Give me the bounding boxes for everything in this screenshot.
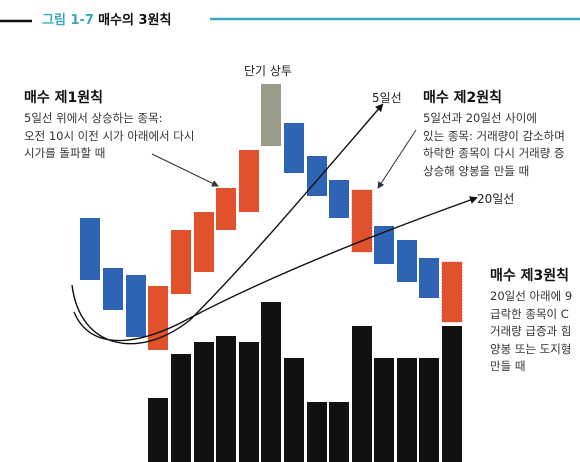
volume-bar-6 bbox=[261, 302, 281, 462]
volume-bars bbox=[148, 302, 462, 462]
volume-bar-7 bbox=[284, 358, 304, 462]
rule3-desc: 20일선 아래에 9 급락한 종목이 C 거래량 급증과 힘 양봉 또는 도지형… bbox=[490, 288, 580, 376]
rule1-line-2: 오전 10시 이전 시가 아래에서 다시 bbox=[24, 128, 195, 143]
figure-caption: 그림 1-7 매수의 3원칙 bbox=[42, 9, 171, 28]
rule1-line-3: 시가를 돌파할 때 bbox=[24, 146, 106, 160]
candle-13 bbox=[351, 189, 373, 253]
volume-bar-1 bbox=[148, 398, 168, 462]
rule1-line-1: 5일선 위에서 상승하는 종목: bbox=[24, 111, 163, 125]
figure-number: 그림 1-7 bbox=[42, 13, 94, 28]
rule2-line-2: 있는 종목: 거래량이 감소하며 bbox=[423, 128, 565, 143]
rule3-title: 매수 제3원칙 bbox=[490, 268, 570, 284]
volume-bar-13 bbox=[419, 358, 439, 462]
rule3-line-4: 양봉 또는 도지형 bbox=[490, 341, 572, 356]
figure-title: 매수의 3원칙 bbox=[98, 13, 172, 28]
rule1-block: 매수 제1원칙 5일선 위에서 상승하는 종목: 오전 10시 이전 시가 아래… bbox=[24, 87, 194, 163]
label-ma5: 5일선 bbox=[372, 91, 402, 105]
candle-5 bbox=[171, 230, 191, 294]
rule2-pointer bbox=[377, 129, 417, 189]
rule1-desc: 5일선 위에서 상승하는 종목: 오전 10시 이전 시가 아래에서 다시 시가… bbox=[24, 110, 194, 163]
volume-bar-5 bbox=[239, 342, 259, 462]
candle-2 bbox=[103, 268, 123, 310]
volume-bar-14 bbox=[442, 326, 462, 462]
label-ma20: 20일선 bbox=[477, 192, 515, 206]
volume-bar-3 bbox=[194, 342, 214, 462]
candle-14 bbox=[374, 226, 394, 264]
volume-bar-12 bbox=[397, 358, 417, 462]
candle-15 bbox=[397, 240, 417, 282]
candle-9 bbox=[261, 84, 281, 146]
candle-16 bbox=[419, 258, 439, 298]
volume-bar-4 bbox=[216, 336, 236, 462]
candle-11 bbox=[307, 156, 327, 196]
rule2-block: 매수 제2원칙 5일선과 20일선 사이에 있는 종목: 거래량이 감소하며 하… bbox=[423, 87, 580, 180]
volume-bar-9 bbox=[329, 402, 349, 462]
candle-3 bbox=[126, 275, 146, 337]
volume-bar-10 bbox=[352, 326, 372, 462]
ma20-line bbox=[73, 196, 478, 342]
rule3-line-1: 20일선 아래에 9 bbox=[490, 289, 573, 303]
candle-8 bbox=[239, 150, 259, 212]
candle-10 bbox=[284, 123, 304, 173]
rule3-block: 매수 제3원칙 20일선 아래에 9 급락한 종목이 C 거래량 급증과 힘 양… bbox=[490, 265, 580, 376]
label-short-term-top: 단기 상투 bbox=[244, 64, 292, 78]
volume-bar-11 bbox=[374, 358, 394, 462]
candle-6 bbox=[194, 212, 214, 272]
rule2-desc: 5일선과 20일선 사이에 있는 종목: 거래량이 감소하며 하락한 종목이 다… bbox=[423, 110, 580, 180]
candle-17 bbox=[441, 261, 463, 323]
rule3-line-5: 만들 때 bbox=[490, 359, 526, 373]
candle-12 bbox=[329, 180, 349, 218]
volume-bar-8 bbox=[307, 402, 327, 462]
rule3-line-3: 거래량 급증과 힘 bbox=[490, 324, 572, 338]
rule2-line-4: 상승해 양봉을 만들 때 bbox=[423, 163, 530, 178]
rule2-line-1: 5일선과 20일선 사이에 bbox=[423, 111, 537, 125]
volume-bar-2 bbox=[171, 354, 191, 462]
rule2-line-3: 하락한 종목이 다시 거래량 증 bbox=[423, 146, 565, 160]
candlesticks bbox=[80, 84, 463, 350]
candle-1 bbox=[80, 218, 100, 280]
rule2-title: 매수 제2원칙 bbox=[423, 90, 503, 106]
rule3-line-2: 급락한 종목이 C bbox=[490, 306, 569, 321]
candle-7 bbox=[216, 188, 236, 230]
rule1-pointer bbox=[151, 153, 219, 187]
rule1-title: 매수 제1원칙 bbox=[24, 90, 104, 106]
